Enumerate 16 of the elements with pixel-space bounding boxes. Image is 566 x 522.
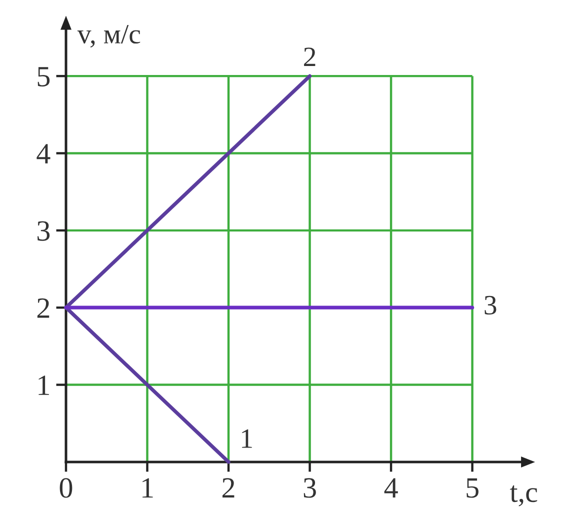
x-tick-label: 3 bbox=[304, 478, 316, 498]
series-label: 2 bbox=[304, 48, 316, 66]
y-tick-label: 1 bbox=[38, 376, 49, 395]
y-tick-label: 2 bbox=[37, 298, 50, 318]
x-tick-label: 1 bbox=[142, 478, 153, 498]
x-axis-title: t,с bbox=[510, 485, 538, 506]
x-tick-label: 4 bbox=[384, 478, 398, 498]
y-axis-title: v, м/с bbox=[77, 24, 140, 48]
x-tick-label: 2 bbox=[222, 478, 234, 498]
y-tick-label: 4 bbox=[36, 144, 50, 164]
x-tick-label: 0 bbox=[60, 478, 72, 498]
series-label: 1 bbox=[242, 429, 252, 448]
y-tick-label: 5 bbox=[38, 67, 50, 86]
series-label: 3 bbox=[484, 296, 496, 315]
y-tick-label: 3 bbox=[38, 221, 50, 241]
x-tick-label: 5 bbox=[466, 478, 478, 498]
